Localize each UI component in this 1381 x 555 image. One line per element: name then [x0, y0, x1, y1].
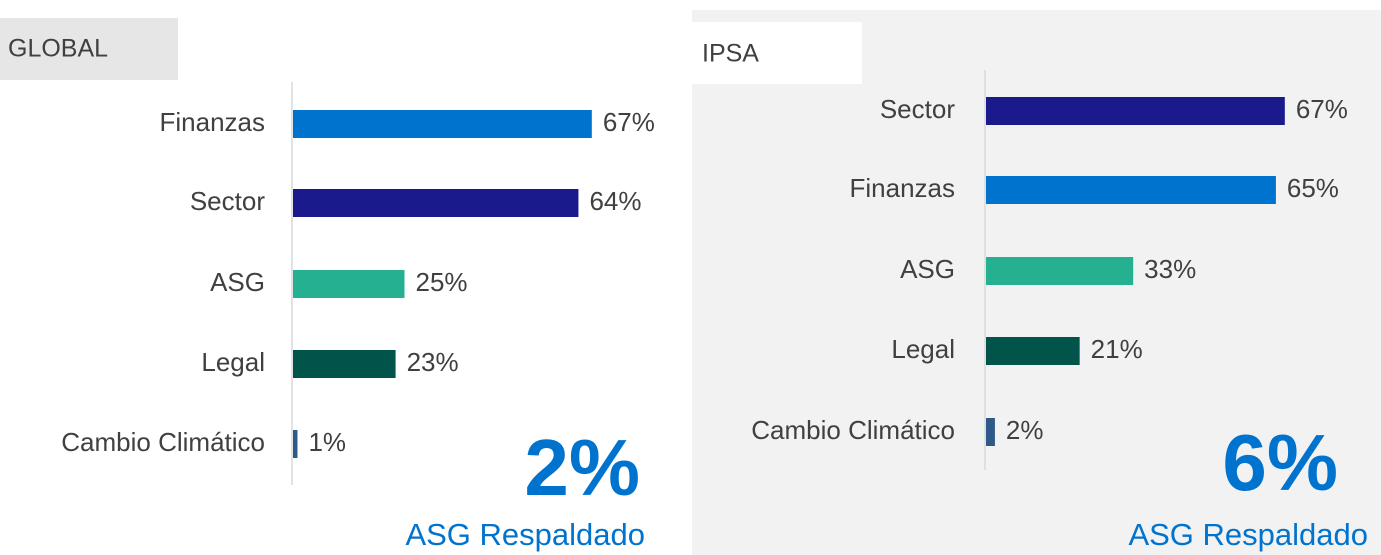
- value-label: 23%: [407, 347, 459, 377]
- value-label: 1%: [308, 427, 346, 457]
- value-label: 21%: [1091, 334, 1143, 364]
- category-label: Cambio Climático: [61, 427, 265, 457]
- value-label: 65%: [1287, 173, 1339, 203]
- category-label: Cambio Climático: [751, 415, 955, 445]
- value-label: 67%: [1296, 94, 1348, 124]
- bar: [986, 418, 995, 446]
- category-label: ASG: [900, 254, 955, 284]
- title-box: [0, 18, 178, 80]
- annotation: 2%: [524, 423, 640, 512]
- annotation: 6%: [1222, 418, 1338, 507]
- value-label: 2%: [1006, 415, 1044, 445]
- bar: [986, 176, 1276, 204]
- bar: [293, 189, 579, 217]
- bar: [293, 270, 405, 298]
- value-label: 33%: [1144, 254, 1196, 284]
- category-label: ASG: [210, 267, 265, 297]
- title-box: [692, 22, 862, 84]
- category-label: Legal: [891, 334, 955, 364]
- category-label: Finanzas: [160, 107, 266, 137]
- annotation-label: ASG Respaldado: [405, 517, 645, 552]
- bar: [293, 430, 298, 458]
- value-label: 64%: [589, 186, 641, 216]
- category-label: Legal: [201, 347, 265, 377]
- annotation-label: ASG Respaldado: [1128, 517, 1368, 552]
- bar: [293, 110, 592, 138]
- chart-title: GLOBAL: [8, 35, 108, 63]
- chart-title: IPSA: [702, 40, 759, 68]
- bar: [986, 337, 1080, 365]
- category-label: Finanzas: [850, 173, 956, 203]
- bar: [986, 97, 1285, 125]
- bar: [293, 350, 396, 378]
- value-label: 25%: [416, 267, 468, 297]
- category-label: Sector: [190, 186, 265, 216]
- bar: [986, 257, 1134, 285]
- category-label: Sector: [880, 94, 955, 124]
- value-label: 67%: [603, 107, 655, 137]
